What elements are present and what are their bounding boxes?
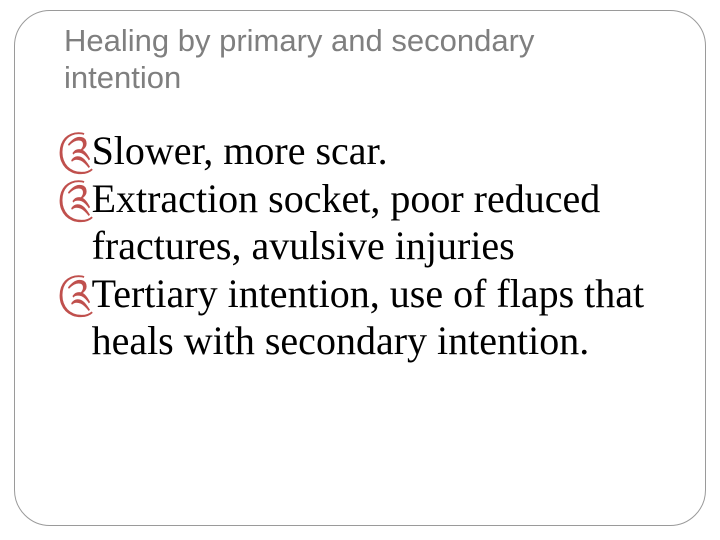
bullet-item: ༊ Tertiary intention, use of flaps that … <box>58 271 680 364</box>
bullet-text: Slower, more scar. <box>92 128 388 174</box>
bullet-item: ༊ Extraction socket, poor reduced fractu… <box>58 176 680 269</box>
bullet-marker-icon: ༊ <box>58 271 90 317</box>
bullet-marker-icon: ༊ <box>58 128 90 174</box>
bullet-text: Extraction socket, poor reduced fracture… <box>92 176 680 269</box>
bullet-item: ༊ Slower, more scar. <box>58 128 680 174</box>
slide-title: Healing by primary and secondary intenti… <box>64 22 656 96</box>
bullet-marker-icon: ༊ <box>58 176 90 222</box>
bullet-text: Tertiary intention, use of flaps that he… <box>92 271 680 364</box>
slide-body: ༊ Slower, more scar. ༊ Extraction socket… <box>58 128 680 366</box>
slide: Healing by primary and secondary intenti… <box>0 0 720 540</box>
